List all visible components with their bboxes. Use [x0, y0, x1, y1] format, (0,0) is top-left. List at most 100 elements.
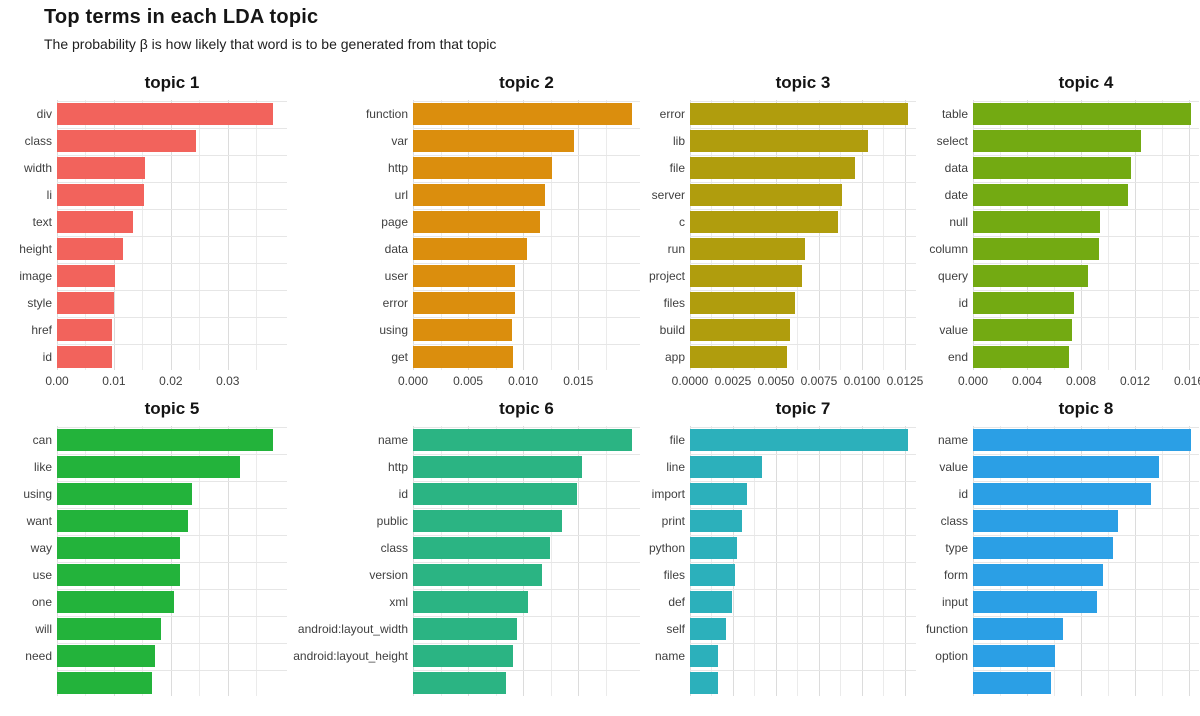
y-axis-labels: function var http url page data user error using… — [287, 100, 408, 370]
bar-div — [57, 103, 273, 125]
x-axis — [690, 696, 916, 716]
minor-gridline — [199, 426, 201, 696]
y-axis-label: error — [382, 296, 408, 310]
facet-title: topic 7 — [775, 399, 831, 418]
row-gridline — [413, 615, 640, 617]
major-gridline — [113, 100, 115, 370]
row-gridline — [973, 507, 1199, 509]
y-axis-label: class — [24, 134, 52, 148]
row-gridline — [413, 262, 640, 264]
bar-android:layout_height — [413, 645, 514, 667]
x-axis-tick: 0.000 — [397, 374, 429, 388]
row-gridline — [413, 235, 640, 237]
minor-gridline — [256, 426, 258, 696]
minor-gridline — [754, 100, 756, 370]
y-axis-label: href — [31, 323, 52, 337]
y-axis-label: height — [19, 242, 52, 256]
minor-gridline — [550, 426, 552, 696]
bar-column — [973, 238, 1099, 260]
major-gridline — [1081, 426, 1082, 696]
y-axis-label: build — [659, 323, 685, 337]
row-gridline — [973, 642, 1199, 644]
row-gridline — [690, 561, 916, 563]
x-axis-tick: 0.0050 — [757, 374, 795, 388]
y-axis-label: id — [958, 487, 968, 501]
x-axis-tick: 0.00 — [45, 374, 69, 388]
major-gridline — [1027, 100, 1028, 370]
panel — [973, 100, 1199, 370]
y-axis-label: type — [945, 541, 968, 555]
row-gridline — [57, 262, 287, 264]
y-axis-label — [640, 672, 685, 694]
major-gridline — [1135, 100, 1136, 370]
facet-title: topic 2 — [499, 73, 554, 92]
minor-gridline — [440, 100, 442, 370]
bar-using — [413, 319, 513, 341]
row-gridline — [690, 262, 916, 264]
panel — [57, 100, 287, 370]
panel — [413, 426, 640, 696]
facet-title: topic 8 — [1058, 399, 1114, 418]
facet-topic-6: topic 6 name http id public class version xml an… — [287, 392, 640, 716]
minor-gridline — [711, 100, 713, 370]
minor-gridline — [1054, 100, 1055, 370]
row-gridline — [413, 289, 640, 291]
x-axis: 0.0000 0.0025 0.0050 0.0075 0.0100 0.0125 — [672, 370, 924, 390]
bar-print — [690, 510, 742, 532]
major-gridline — [775, 426, 777, 696]
panel — [690, 100, 916, 370]
row-gridline — [973, 669, 1199, 671]
y-axis-label: one — [31, 595, 52, 609]
major-gridline — [468, 426, 470, 696]
bar-one — [57, 591, 175, 613]
major-gridline — [904, 100, 906, 370]
bars — [690, 100, 916, 368]
minor-gridline — [840, 100, 842, 370]
row-gridline — [690, 588, 916, 590]
bar-file — [690, 157, 855, 179]
bar-date — [973, 184, 1128, 206]
bar-data — [413, 238, 527, 260]
row-gridline — [57, 426, 287, 428]
chart-header: Top terms in each LDA topic The probabil… — [44, 6, 496, 52]
bar-clipped — [57, 672, 153, 694]
gridlines — [690, 100, 916, 370]
y-axis-label: def — [668, 595, 685, 609]
row-gridline — [973, 615, 1199, 617]
major-gridline — [1135, 426, 1136, 696]
row-gridline — [57, 453, 287, 455]
y-axis-label — [916, 672, 968, 694]
row-gridline — [690, 507, 916, 509]
bar-android:layout_width — [413, 618, 517, 640]
y-axis-label: width — [23, 161, 52, 175]
y-axis-labels: file line import print python files def self nam… — [640, 426, 685, 696]
y-axis-label: function — [925, 622, 968, 636]
y-axis-labels: table select data date null column query id valu… — [916, 100, 968, 370]
y-axis-label: public — [376, 514, 408, 528]
bar-server — [690, 184, 843, 206]
minor-gridline — [1162, 100, 1163, 370]
minor-gridline — [1162, 426, 1163, 696]
major-gridline — [1189, 426, 1190, 696]
row-gridline — [413, 453, 640, 455]
x-axis-tick: 0.010 — [508, 374, 539, 388]
y-axis-label: xml — [389, 595, 408, 609]
row-gridline — [57, 127, 287, 129]
bar-function — [413, 103, 633, 125]
bar-form — [973, 564, 1103, 586]
row-gridline — [973, 561, 1199, 563]
row-gridline — [690, 343, 916, 345]
y-axis-label: name — [654, 649, 685, 663]
major-gridline — [468, 100, 470, 370]
minor-gridline — [754, 426, 756, 696]
panel — [690, 426, 916, 696]
major-gridline — [1081, 100, 1082, 370]
facet-grid: topic 1 div class width li text height image sty… — [0, 66, 1200, 716]
bar-will — [57, 618, 162, 640]
gridlines — [973, 100, 1199, 370]
x-axis-tick: 0.0075 — [800, 374, 838, 388]
bar-project — [690, 265, 802, 287]
y-axis-label: need — [25, 649, 52, 663]
bar-class — [57, 130, 196, 152]
bar-id — [973, 483, 1152, 505]
